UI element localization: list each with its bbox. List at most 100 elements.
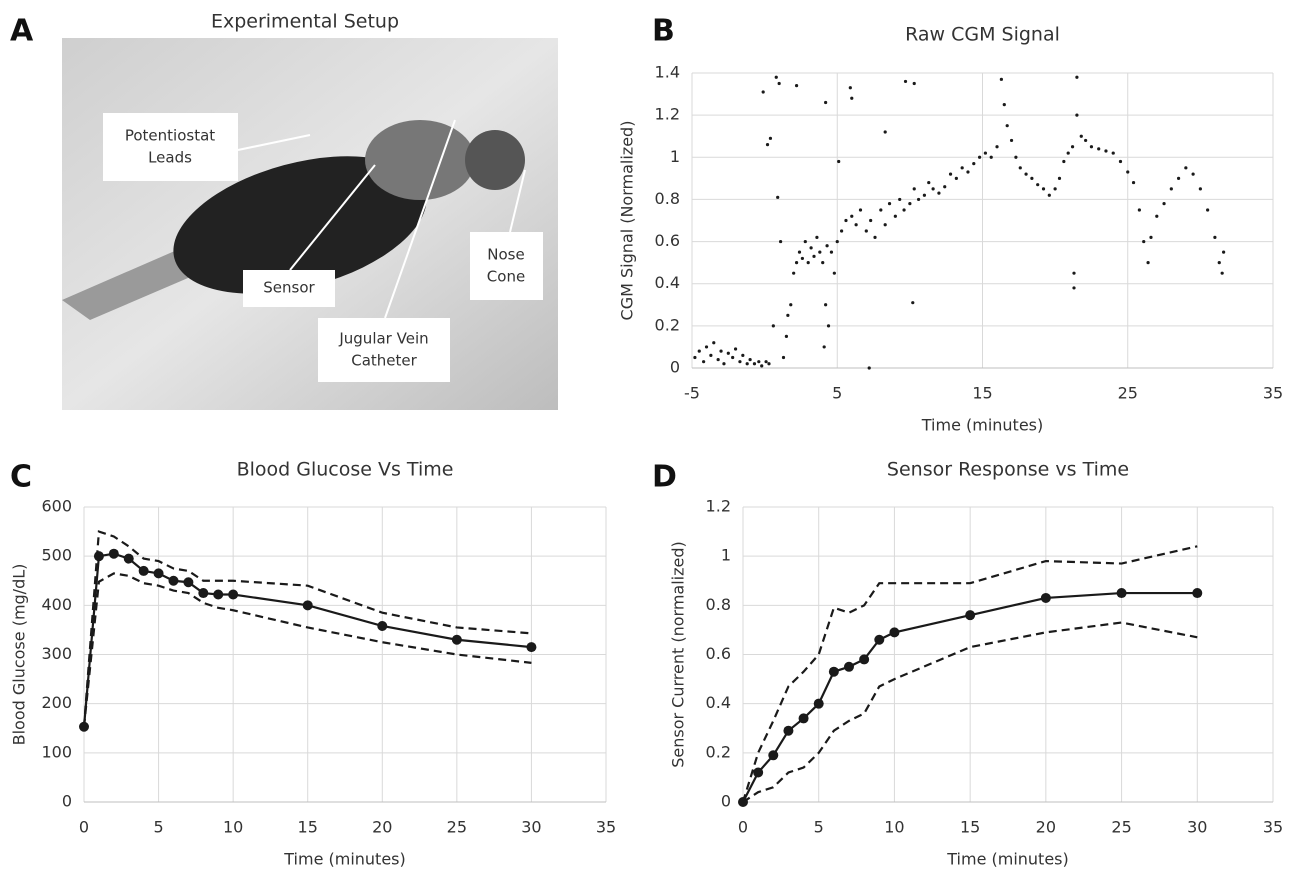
y-tick-label: 1.2 — [655, 105, 680, 124]
data-point — [828, 666, 839, 677]
x-tick-label: 25 — [1111, 818, 1131, 837]
data-point — [1070, 145, 1075, 149]
photo-label: Catheter — [351, 352, 417, 370]
data-point — [954, 176, 958, 180]
data-point — [1057, 176, 1062, 180]
data-point — [927, 180, 931, 185]
data-point — [803, 239, 807, 244]
data-point — [726, 351, 730, 355]
data-point — [874, 634, 885, 645]
y-axis-label: CGM Signal (Normalized) — [618, 121, 637, 321]
x-tick-label: -5 — [684, 384, 700, 403]
x-tick-label: 35 — [1263, 818, 1283, 837]
data-point — [1146, 261, 1150, 265]
data-point — [898, 197, 902, 202]
data-point — [1072, 286, 1076, 290]
data-point — [228, 589, 239, 600]
data-point — [1217, 261, 1221, 265]
data-point — [198, 588, 209, 599]
data-point — [789, 303, 793, 307]
data-point — [1040, 592, 1051, 603]
data-point — [983, 151, 988, 155]
data-point — [767, 362, 771, 366]
data-point — [760, 364, 764, 368]
data-point — [722, 362, 726, 366]
data-point — [1118, 159, 1123, 164]
data-point — [867, 366, 871, 370]
label-box — [103, 113, 238, 181]
data-point — [1030, 176, 1034, 180]
data-point — [697, 349, 701, 353]
data-point — [138, 565, 149, 576]
data-point — [753, 767, 764, 778]
mouse-head — [365, 120, 475, 200]
data-point — [1072, 271, 1076, 275]
data-point — [741, 353, 745, 357]
data-point — [792, 271, 796, 275]
series-line — [82, 530, 532, 727]
y-tick-label: 1 — [670, 147, 680, 166]
data-point — [873, 235, 877, 239]
data-point — [776, 195, 780, 199]
x-tick-label: 20 — [1036, 818, 1056, 837]
data-point — [965, 610, 976, 621]
data-point — [893, 214, 897, 218]
x-tick-label: 35 — [1263, 384, 1283, 403]
data-point — [1131, 180, 1136, 185]
photo-title: Experimental Setup — [211, 11, 399, 33]
data-point — [869, 218, 873, 223]
x-tick-label: 30 — [1187, 818, 1207, 837]
data-point — [302, 600, 313, 611]
data-point — [1002, 103, 1006, 107]
y-tick-label: 0.2 — [706, 742, 731, 761]
data-point — [1089, 145, 1094, 149]
data-point — [783, 725, 794, 736]
data-point — [908, 202, 912, 206]
x-tick-label: 5 — [814, 818, 824, 837]
data-point — [1176, 176, 1181, 180]
data-point — [786, 313, 790, 317]
y-tick-label: 0.4 — [706, 693, 731, 712]
data-point — [1137, 208, 1141, 212]
data-point — [1111, 151, 1115, 155]
data-point — [1047, 193, 1051, 197]
data-point — [704, 345, 709, 349]
data-point — [1009, 138, 1014, 143]
y-tick-label: 0 — [721, 792, 731, 811]
photo-label: Jugular Vein — [338, 330, 428, 348]
x-tick-label: 25 — [1118, 384, 1138, 403]
data-point — [1198, 187, 1202, 191]
panel-letter: B — [652, 14, 675, 49]
mouse-body — [173, 156, 427, 294]
data-point — [1184, 166, 1188, 170]
data-point — [902, 208, 906, 212]
arrows — [237, 119, 526, 319]
data-point — [716, 357, 720, 362]
data-point — [108, 548, 119, 559]
data-point — [764, 360, 768, 364]
data-point — [912, 187, 916, 191]
series-line — [82, 572, 532, 727]
data-point — [879, 208, 883, 212]
label-box — [318, 318, 450, 382]
data-point — [966, 170, 970, 174]
data-point — [1097, 147, 1101, 151]
data-point — [1142, 239, 1146, 244]
data-point — [883, 130, 887, 134]
data-point — [977, 155, 982, 159]
x-tick-label: 35 — [596, 818, 616, 837]
data-point — [850, 214, 854, 218]
x-tick-label: 15 — [972, 384, 992, 403]
data-point — [1075, 75, 1079, 79]
data-point — [854, 223, 858, 227]
data-point — [798, 713, 809, 724]
data-point — [844, 661, 854, 672]
data-point — [752, 362, 757, 366]
data-point — [1104, 149, 1108, 153]
data-point — [738, 360, 742, 364]
data-point — [850, 96, 854, 100]
data-point — [889, 627, 900, 638]
data-point — [937, 191, 941, 195]
data-point — [777, 81, 781, 86]
